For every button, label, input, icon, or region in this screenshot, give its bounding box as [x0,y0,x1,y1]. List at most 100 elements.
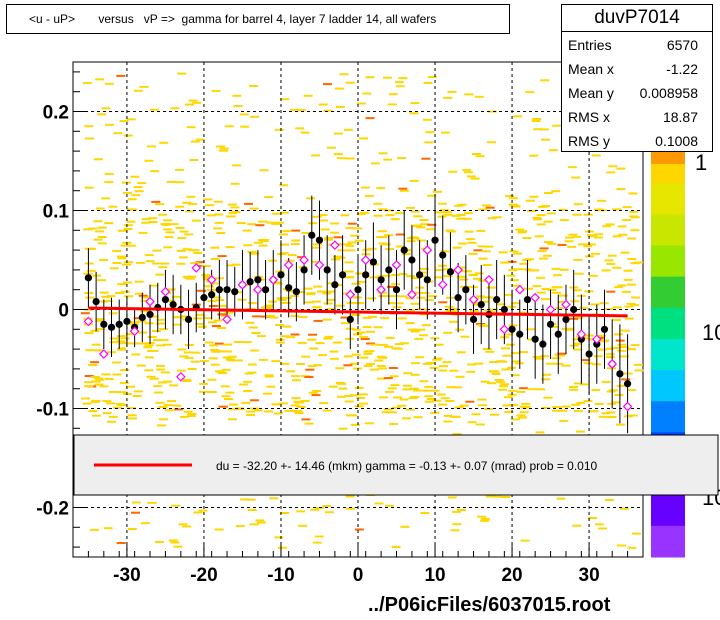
density-cell [101,197,111,200]
density-cell [605,223,615,226]
density-cell [427,194,437,197]
density-cell [376,187,386,190]
density-cell [94,377,104,380]
density-cell [207,378,217,381]
data-point [215,286,223,294]
density-cell [116,335,126,338]
density-cell [486,286,496,289]
density-cell [144,344,154,347]
density-cell [403,372,413,375]
density-cell [463,171,473,174]
density-cell [509,250,519,253]
density-cell [351,314,361,316]
density-cell [210,246,220,249]
density-cell [617,544,626,547]
density-cell [195,264,204,267]
density-cell [498,360,508,363]
density-cell [365,330,375,333]
density-cell [186,415,196,417]
stats-box: duvP7014 Entries 6570 Mean x -1.22 Mean … [561,4,713,152]
density-cell [399,398,409,401]
density-cell [265,314,275,317]
density-cell [269,316,279,319]
density-cell [243,244,253,247]
density-cell [152,262,162,265]
density-cell [505,195,515,197]
density-cell [333,236,343,239]
density-cell [400,342,409,345]
density-cell [117,391,127,394]
density-cell [534,357,544,360]
density-cell [512,284,522,287]
density-cell [424,141,434,144]
density-cell [618,233,628,236]
density-cell [608,165,618,168]
density-cell [390,218,400,221]
density-cell [559,219,569,222]
data-point [354,286,362,294]
density-cell [391,274,401,276]
density-cell [573,203,583,206]
density-cell [247,509,257,511]
density-cell [513,252,523,255]
density-cell [149,350,159,352]
density-cell [612,235,622,238]
density-cell [263,392,272,395]
density-cell [198,325,207,328]
y-tick-label: 0.2 [43,103,69,124]
density-cell [420,267,429,270]
density-cell [126,220,136,223]
density-cell [191,351,201,354]
stats-value: 0.1008 [655,133,698,149]
density-cell [218,405,228,408]
density-cell [456,214,466,216]
density-cell [478,279,488,282]
palette-label: 10 [702,320,720,345]
density-cell [612,266,622,269]
data-point [223,286,231,294]
density-cell [623,372,633,375]
density-cell [323,109,333,112]
density-cell [364,194,374,197]
density-cell [163,228,173,231]
density-cell [519,351,529,354]
data-point [546,320,555,328]
density-cell [335,106,345,108]
density-cell [81,397,90,400]
density-cell [117,347,127,350]
density-cell [186,195,196,198]
density-cell [280,211,289,214]
data-point [92,297,100,306]
stats-row-mean-x: Mean x -1.22 [562,56,712,80]
density-cell [334,87,344,90]
density-cell [247,302,257,305]
density-cell [318,219,328,222]
density-cell [452,433,462,436]
density-cell [225,391,235,394]
density-cell [193,252,203,254]
density-cell [356,213,366,216]
density-cell [239,498,249,501]
density-cell [133,89,143,92]
open-marker [237,279,248,290]
stats-value: -1.22 [666,61,698,77]
density-cell [203,198,213,201]
density-cell [475,155,485,158]
density-cell [421,157,431,160]
density-cell [199,390,208,393]
density-cell [518,230,528,233]
density-cell [548,149,558,152]
fit-legend: du = -32.20 +- 14.46 (mkm) gamma = -0.13… [73,434,719,496]
density-cell [363,364,373,367]
density-cell [414,291,423,294]
density-cell [395,85,405,88]
density-cell [423,362,432,365]
density-cell [541,205,550,207]
density-cell [350,423,360,426]
density-cell [243,390,253,392]
density-cell [174,408,184,411]
data-point [477,300,485,309]
density-cell [148,217,158,220]
density-cell [188,99,198,102]
stats-key: RMS y [568,133,610,149]
